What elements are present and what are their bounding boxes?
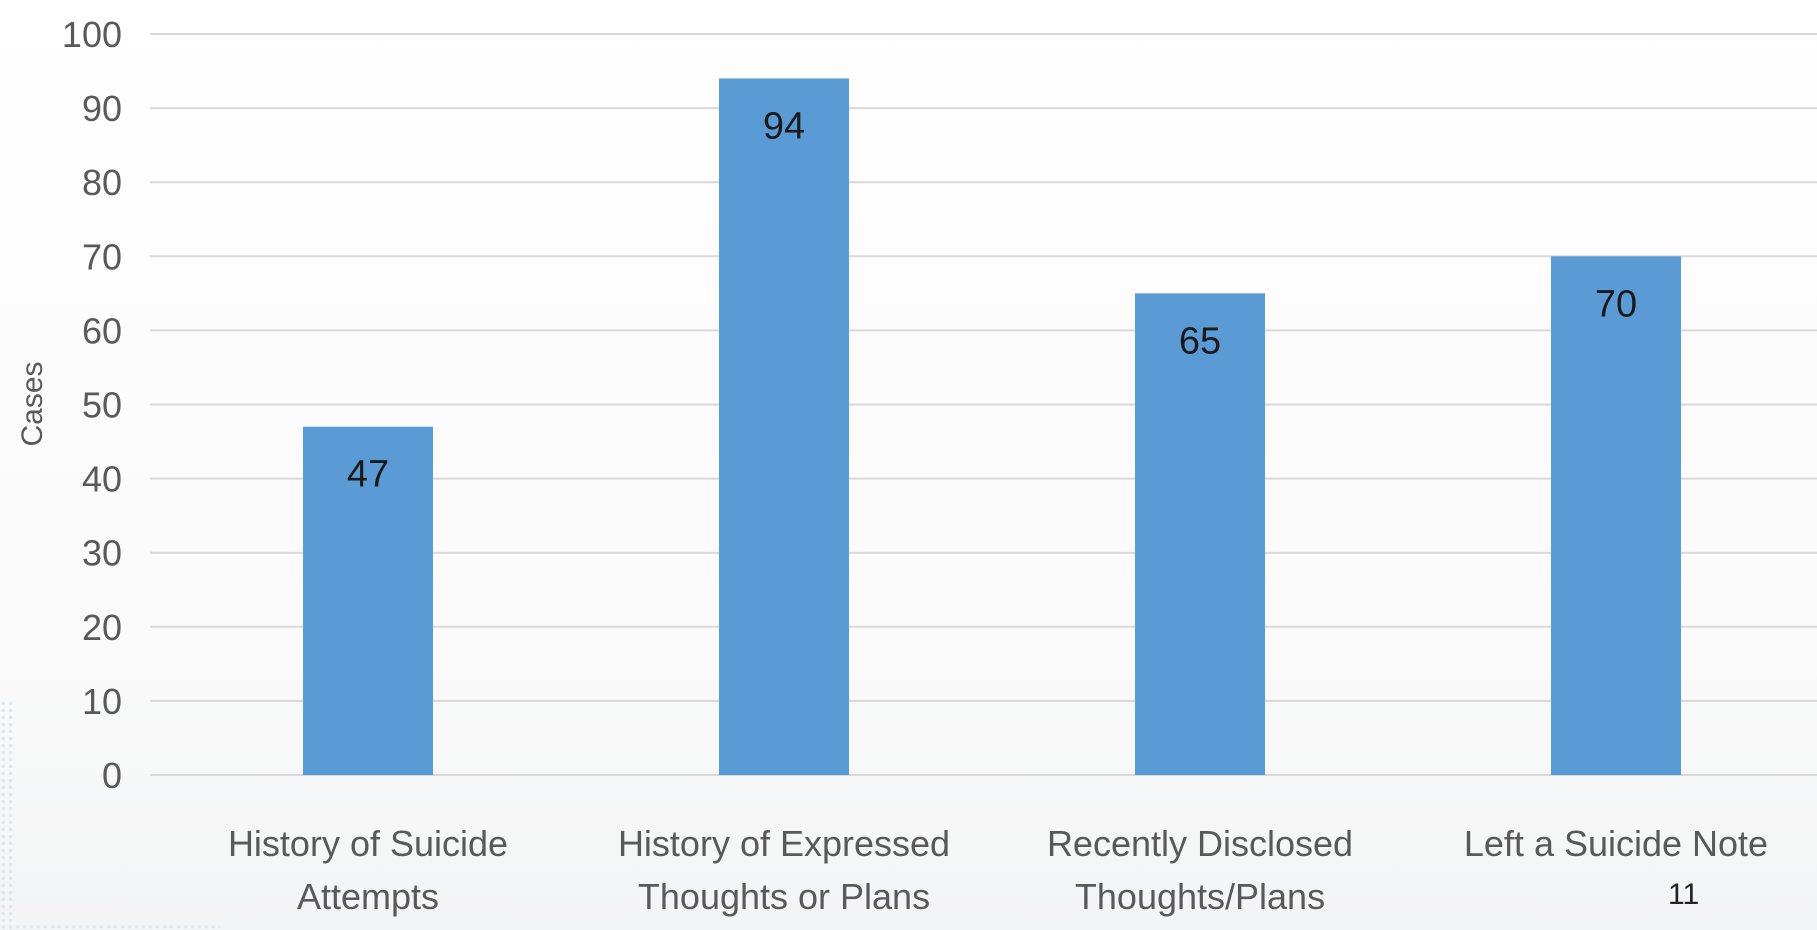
x-axis-labels: History of Suicide Attempts History of Exp… — [228, 823, 1768, 917]
x-tick-label: History of Suicide — [228, 823, 508, 864]
data-label: 47 — [347, 454, 389, 496]
data-label: 70 — [1595, 283, 1637, 325]
bar — [1135, 293, 1265, 775]
decorative-dots — [0, 700, 16, 930]
y-tick-label: 30 — [82, 533, 122, 574]
y-tick-label: 80 — [82, 162, 122, 203]
y-tick-label: 60 — [82, 310, 122, 351]
page-number: 11 — [1668, 878, 1700, 911]
x-tick-label: Thoughts or Plans — [638, 876, 930, 917]
bar — [303, 426, 433, 775]
y-tick-label: 0 — [102, 755, 122, 796]
y-tick-label: 100 — [62, 14, 122, 55]
y-tick-label: 10 — [82, 681, 122, 722]
y-axis-ticks: 0 10 20 30 40 50 60 70 80 90 100 — [62, 14, 122, 796]
y-tick-label: 40 — [82, 459, 122, 500]
x-tick-label: Left a Suicide Note — [1464, 823, 1768, 864]
data-labels: 47 94 65 70 — [347, 105, 1637, 495]
decorative-strip — [0, 924, 220, 930]
x-tick-label: Thoughts/Plans — [1075, 876, 1325, 917]
y-tick-label: 50 — [82, 385, 122, 426]
bar — [719, 78, 849, 775]
data-label: 65 — [1179, 320, 1221, 362]
x-tick-label: History of Expressed — [618, 823, 950, 864]
y-tick-label: 20 — [82, 607, 122, 648]
x-tick-label: Attempts — [297, 876, 439, 917]
x-tick-label: Recently Disclosed — [1047, 823, 1353, 864]
y-tick-label: 70 — [82, 236, 122, 277]
y-tick-label: 90 — [82, 88, 122, 129]
bars — [303, 78, 1681, 775]
y-axis-title: Cases — [16, 361, 49, 446]
data-label: 94 — [763, 105, 805, 147]
bar — [1551, 256, 1681, 775]
